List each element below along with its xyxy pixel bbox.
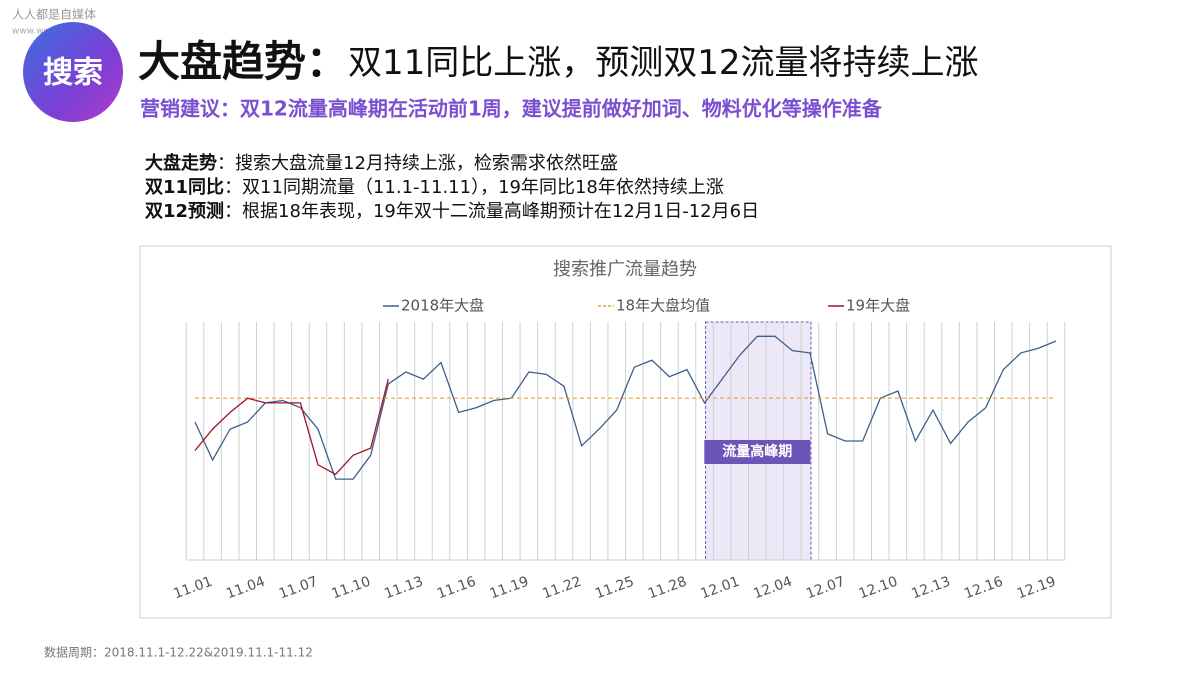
highlight-label: 流量高峰期: [722, 443, 792, 460]
x-tick-label: 12.13: [909, 574, 952, 603]
series-line: [194, 335, 1057, 480]
x-tick-label: 11.25: [593, 574, 636, 603]
x-tick-label: 11.10: [330, 574, 373, 603]
notes: 大盘走势：搜索大盘流量12月持续上涨，检索需求依然旺盛双11同比：双11同期流量…: [145, 152, 759, 222]
icon-label: 搜索: [43, 56, 103, 91]
title-lead: 大盘趋势：: [138, 37, 348, 86]
plot: 11.01 11.04 11.07 11.10 11.13 11.16 11.19 11.22…: [171, 297, 1066, 603]
x-tick-label: 11.16: [435, 574, 478, 603]
x-tick-label: 12.19: [1015, 574, 1058, 603]
note: 双12预测：根据18年表现，19年双十二流量高峰期预计在12月1日-12月6日: [145, 200, 759, 222]
x-tick-label: 12.07: [804, 574, 847, 603]
chart-title: 搜索推广流量趋势: [553, 259, 697, 280]
highlight-label-bg: [704, 440, 811, 464]
note-lead: 双11同比: [145, 177, 224, 198]
note-text: ：双11同期流量（11.1-11.11），19年同比18年依然持续上涨: [224, 177, 724, 198]
title: 大盘趋势：双11同比上涨，预测双12流量将持续上涨: [138, 37, 979, 86]
x-tick-label: 11.07: [277, 574, 320, 603]
icon-circle: [23, 22, 123, 122]
x-tick-label: 11.22: [540, 574, 583, 603]
legend-label: 19年大盘: [846, 297, 910, 315]
legend-label: 2018年大盘: [401, 297, 484, 315]
x-tick-label: 12.01: [699, 574, 742, 603]
x-tick-label: 11.19: [488, 574, 531, 603]
x-tick-label: 11.01: [171, 574, 214, 603]
x-tick-label: 12.16: [962, 574, 1005, 603]
note-text: ：根据18年表现，19年双十二流量高峰期预计在12月1日-12月6日: [224, 201, 759, 222]
note-text: ：搜索大盘流量12月持续上涨，检索需求依然旺盛: [217, 153, 618, 174]
note-lead: 大盘走势: [145, 152, 217, 174]
footer: 数据周期：2018.11.1-12.22&2019.11.1-11.12: [44, 645, 313, 660]
x-tick-label: 11.28: [646, 574, 689, 603]
chart-frame: [139, 245, 1112, 619]
note: 大盘走势：搜索大盘流量12月持续上涨，检索需求依然旺盛: [145, 152, 618, 174]
note-lead: 双12预测: [145, 200, 224, 222]
x-tick-label: 12.04: [751, 574, 794, 603]
x-tick-label: 12.10: [857, 574, 900, 603]
note: 双11同比：双11同期流量（11.1-11.11），19年同比18年依然持续上涨: [145, 177, 724, 198]
title-rest: 双11同比上涨，预测双12流量将持续上涨: [348, 43, 979, 83]
legend-label: 18年大盘均值: [616, 297, 710, 315]
subtitle: 营销建议：双12流量高峰期在活动前1周，建议提前做好加词、物料优化等操作准备: [140, 97, 883, 121]
series-line: [194, 378, 389, 476]
x-tick-label: 11.04: [224, 574, 267, 603]
watermark-brand: 人人都是自媒体: [12, 8, 96, 22]
x-tick-label: 11.13: [382, 574, 425, 603]
